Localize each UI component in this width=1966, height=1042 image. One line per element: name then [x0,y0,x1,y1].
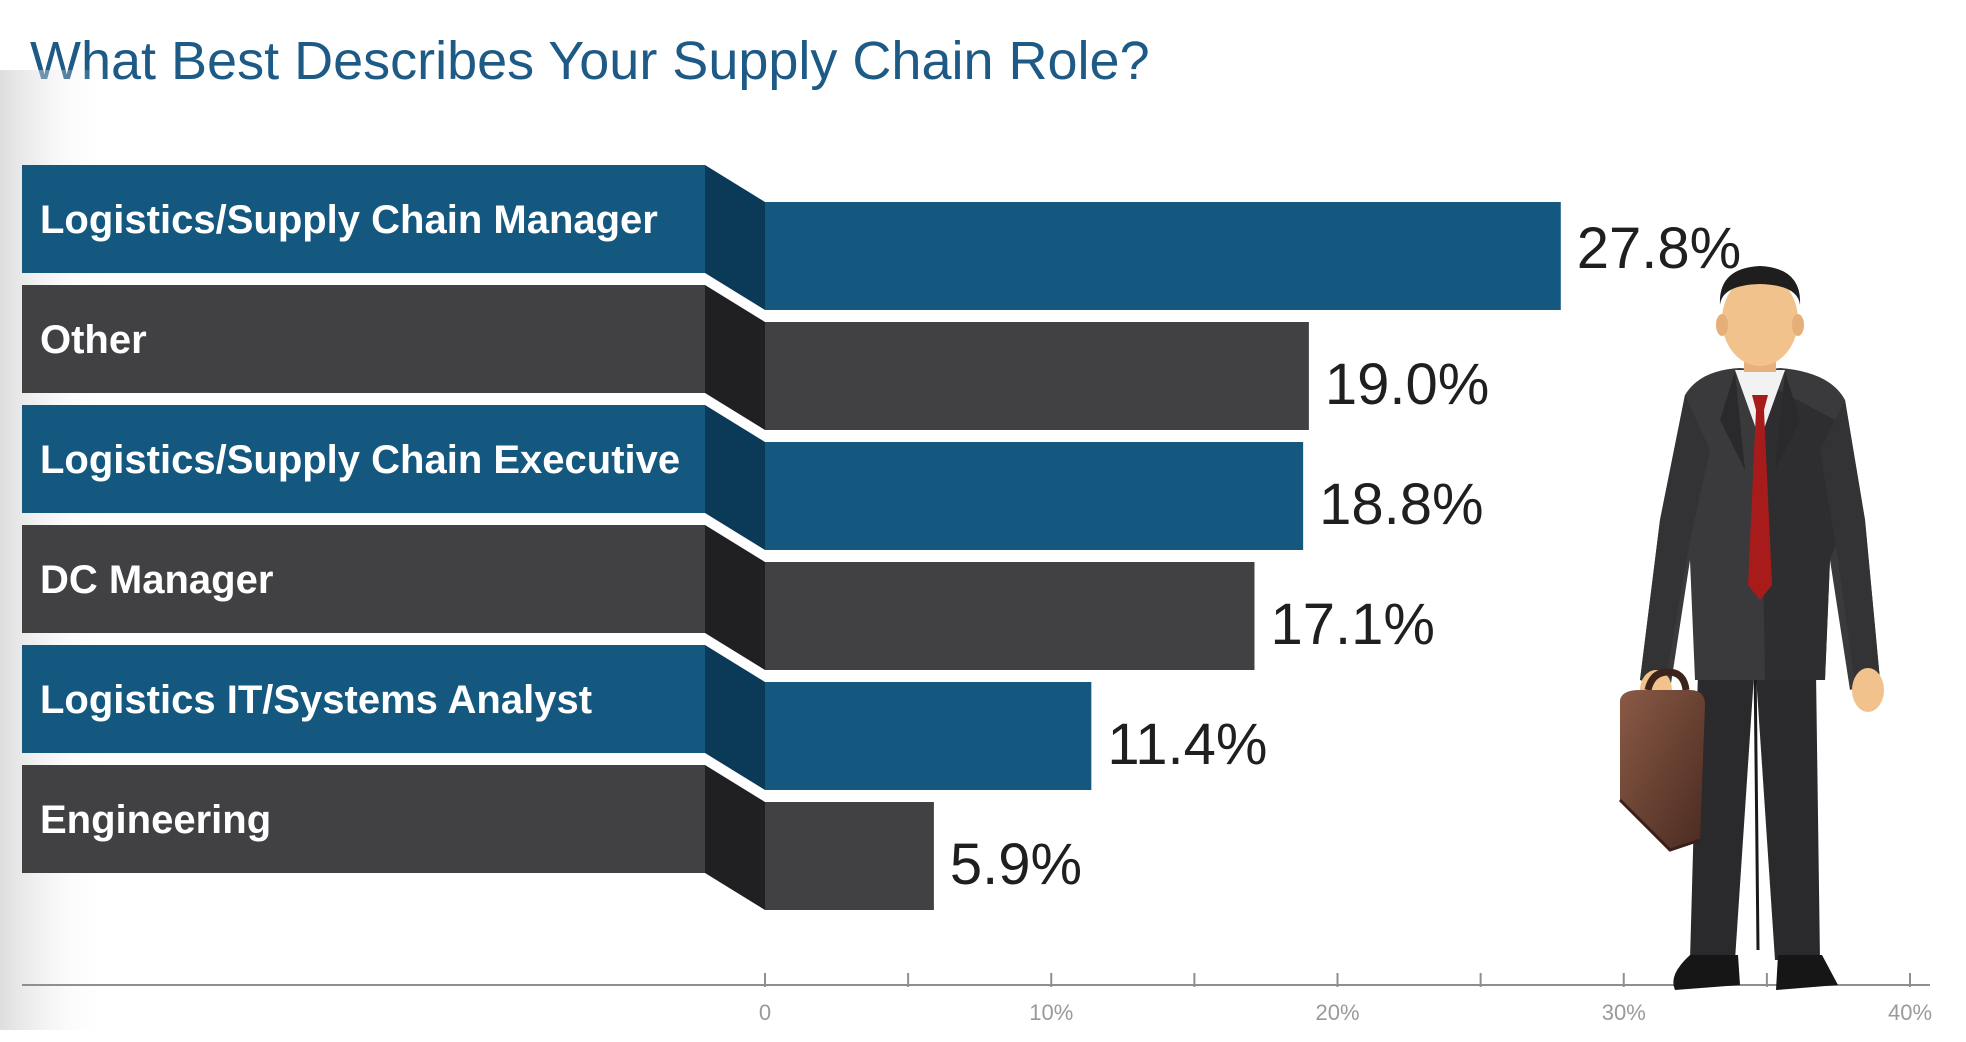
bar [765,682,1092,790]
category-label: Logistics/Supply Chain Executive [40,438,680,482]
category-fold [705,765,765,910]
tick-label: 0 [759,1000,771,1025]
category-fold [705,645,765,790]
tick-label: 40% [1888,1000,1932,1025]
bar [765,802,934,910]
category-fold [705,405,765,550]
category-label: Engineering [40,798,271,842]
category-panel [22,285,705,393]
bar [765,442,1304,550]
value-label: 11.4% [1107,712,1267,777]
category-fold [705,525,765,670]
category-panel [22,765,705,873]
tick-label: 10% [1029,1000,1073,1025]
tick-label: 20% [1315,1000,1359,1025]
value-label: 18.8% [1319,472,1483,537]
category-panel [22,525,705,633]
category-fold [705,285,765,430]
x-axis: 0 10% 20% 30% 40% [22,973,1932,1025]
chart-title: What Best Describes Your Supply Chain Ro… [30,31,1150,91]
category-label: Logistics IT/Systems Analyst [40,678,592,722]
category-fold [705,165,765,310]
value-label: 27.8% [1577,216,1741,281]
bar [765,202,1561,310]
category-label: Other [40,318,147,362]
bar [765,322,1309,430]
tick-label: 30% [1602,1000,1646,1025]
bars-layer: Logistics/Supply Chain Manager 27.8% Other… [22,165,1741,910]
category-panel [22,405,705,513]
value-label: 19.0% [1325,352,1489,417]
value-label: 5.9% [950,832,1082,897]
category-panel [22,165,705,273]
bar [765,562,1255,670]
category-label: DC Manager [40,558,273,602]
category-panel [22,645,705,753]
category-label: Logistics/Supply Chain Manager [40,198,658,242]
businessman-illustration [1618,266,1884,990]
value-label: 17.1% [1270,592,1434,657]
